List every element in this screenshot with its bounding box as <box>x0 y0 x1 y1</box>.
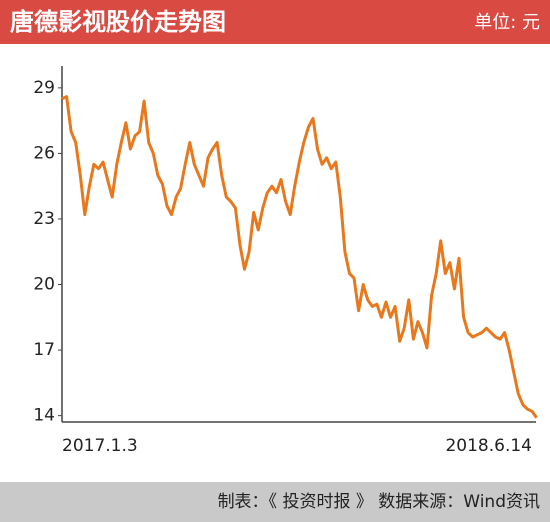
y-tick-label: 26 <box>33 143 55 163</box>
y-tick-label: 20 <box>33 275 55 295</box>
x-tick-label: 2018.6.14 <box>445 436 532 456</box>
y-tick-label: 29 <box>33 78 55 98</box>
header-bar <box>0 0 550 44</box>
price-line <box>61 95 538 419</box>
unit-label: 单位: 元 <box>474 12 540 33</box>
y-tick-label: 23 <box>33 209 55 229</box>
chart-title: 唐德影视股价走势图 <box>10 8 226 36</box>
footer-bar <box>0 482 550 522</box>
y-tick-label: 17 <box>33 340 55 360</box>
source-note: 制表：《 投资时报 》 数据来源：Wind资讯 <box>218 492 540 512</box>
y-tick-label: 14 <box>33 406 55 426</box>
x-tick-label: 2017.1.3 <box>62 436 138 456</box>
